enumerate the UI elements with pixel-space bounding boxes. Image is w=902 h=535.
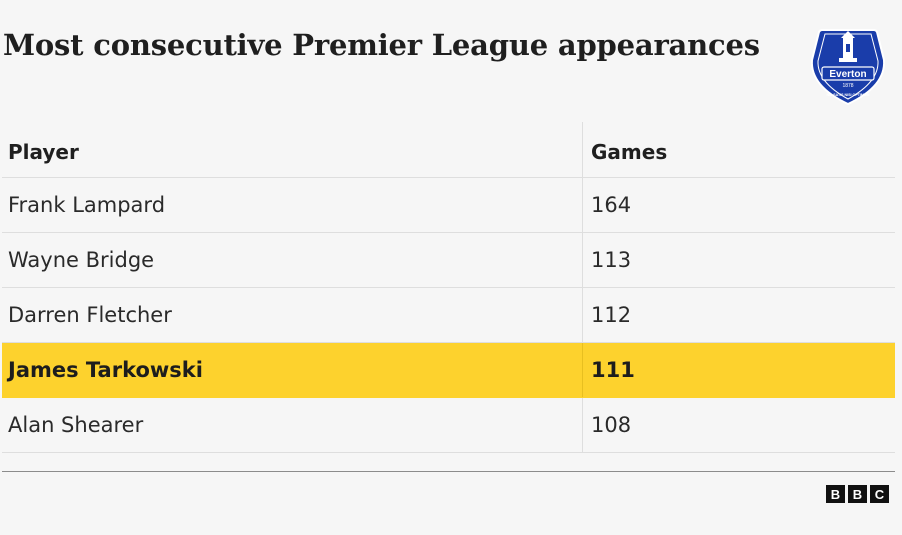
chart-title: Most consecutive Premier League appearan… [3,28,760,62]
player-name: Darren Fletcher [2,288,583,342]
table-row-highlighted: James Tarkowski 111 [2,343,895,398]
table-row: Frank Lampard 164 [2,178,895,233]
games-count: 164 [591,193,632,217]
bbc-logo-letter: C [870,485,889,503]
column-header-player: Player [2,122,583,177]
games-count: 112 [591,303,632,327]
games-count: 111 [591,358,635,382]
everton-crest-icon: Everton 1878 NIL SATIS NISI OPTIMUM [810,29,886,106]
games-count: 108 [591,413,632,437]
bbc-logo-letter: B [826,485,845,503]
table-row: Wayne Bridge 113 [2,233,895,288]
player-name: James Tarkowski [2,343,583,397]
table-row: Alan Shearer 108 [2,398,895,453]
crest-year: 1878 [842,83,853,89]
games-count: 113 [591,248,632,272]
column-header-games: Games [591,139,668,164]
crest-motto: NIL SATIS NISI OPTIMUM [827,93,870,97]
bbc-logo-letter: B [848,485,867,503]
player-name: Alan Shearer [2,398,583,452]
player-name: Wayne Bridge [2,233,583,287]
crest-club-name: Everton [829,69,866,80]
player-name: Frank Lampard [2,178,583,232]
appearances-table: Player Games Frank Lampard 164 Wayne Bri… [2,122,895,453]
table-row: Darren Fletcher 112 [2,288,895,343]
footer-divider [2,471,895,472]
table-header-row: Player Games [2,122,895,178]
bbc-logo: B B C [826,485,889,503]
